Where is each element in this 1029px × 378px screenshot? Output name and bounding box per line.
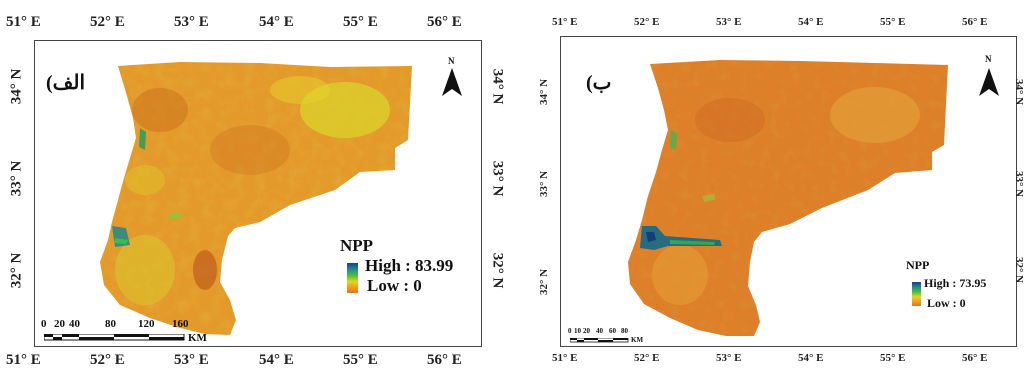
lon-tick-bottom: 52° E [90,352,125,368]
scale-bar-tick: 80 [105,318,116,330]
scale-bar-tick: 60 [609,327,616,335]
legend-high: High : 73.95 [924,276,987,290]
lon-tick-bottom: 56° E [427,352,462,368]
north-arrow-icon [442,68,462,96]
lon-tick-bottom: 54° E [259,352,294,368]
legend-low: Low : 0 [927,296,966,310]
lon-tick-top: 56° E [962,16,988,28]
scale-bar-tick: 120 [138,318,155,330]
scale-bar-tick: 0 [568,327,572,335]
panel-label: (ب [586,72,612,94]
lon-tick-bottom: 54° E [798,352,824,364]
scale-bar-graphic [570,338,629,343]
lon-tick-top: 54° E [259,14,294,30]
lon-tick-bottom: 51° E [6,352,41,368]
lon-tick-top: 52° E [634,16,660,28]
lon-tick-top: 53° E [174,14,209,30]
legend-color-ramp [347,263,358,293]
npp-raster-map [100,62,412,335]
scale-bar-tick: 20 [54,318,65,330]
legend-high: High : 83.99 [365,256,454,275]
lon-tick-bottom: 52° E [634,352,660,364]
north-arrow-icon [979,68,999,96]
lon-tick-bottom: 51° E [552,352,578,364]
npp-raster-map [628,60,948,336]
legend-low: Low : 0 [367,276,422,295]
panel-label: (الف [46,72,86,94]
scale-bar-tick: 80 [621,327,628,335]
lon-tick-bottom: 55° E [343,352,378,368]
scale-bar-unit: KM [188,332,207,344]
lon-tick-top: 54° E [798,16,824,28]
legend-title: NPP [340,236,374,255]
scale-bar-unit: KM [631,336,644,344]
lon-tick-top: 55° E [343,14,378,30]
north-label: N [985,54,992,64]
map-panel-b: 51° E 52° E 53° E 54° E 55° E 56° E 51° … [530,0,1029,378]
lon-tick-top: 51° E [552,16,578,28]
scale-bar-tick: 40 [69,318,80,330]
legend-color-ramp [912,282,921,306]
north-label: N [448,56,455,66]
scale-bar-tick: 160 [172,318,189,330]
scale-bar-tick: 10 [574,327,581,335]
lon-tick-top: 56° E [427,14,462,30]
lon-tick-bottom: 53° E [174,352,209,368]
scale-bar-tick: 0 [41,318,47,330]
lon-tick-top: 53° E [716,16,742,28]
scale-bar-graphic [44,334,185,341]
lon-tick-top: 52° E [90,14,125,30]
lon-tick-bottom: 53° E [716,352,742,364]
map-panel-a: 51° E 52° E 53° E 54° E 55° E 56° E 51° … [6,14,506,368]
legend-title: NPP [906,258,930,272]
scale-bar-tick: 40 [596,327,603,335]
lon-tick-bottom: 55° E [880,352,906,364]
lon-tick-bottom: 56° E [962,352,988,364]
lon-tick-top: 51° E [6,14,41,30]
lon-tick-top: 55° E [880,16,906,28]
scale-bar-tick: 20 [583,327,590,335]
